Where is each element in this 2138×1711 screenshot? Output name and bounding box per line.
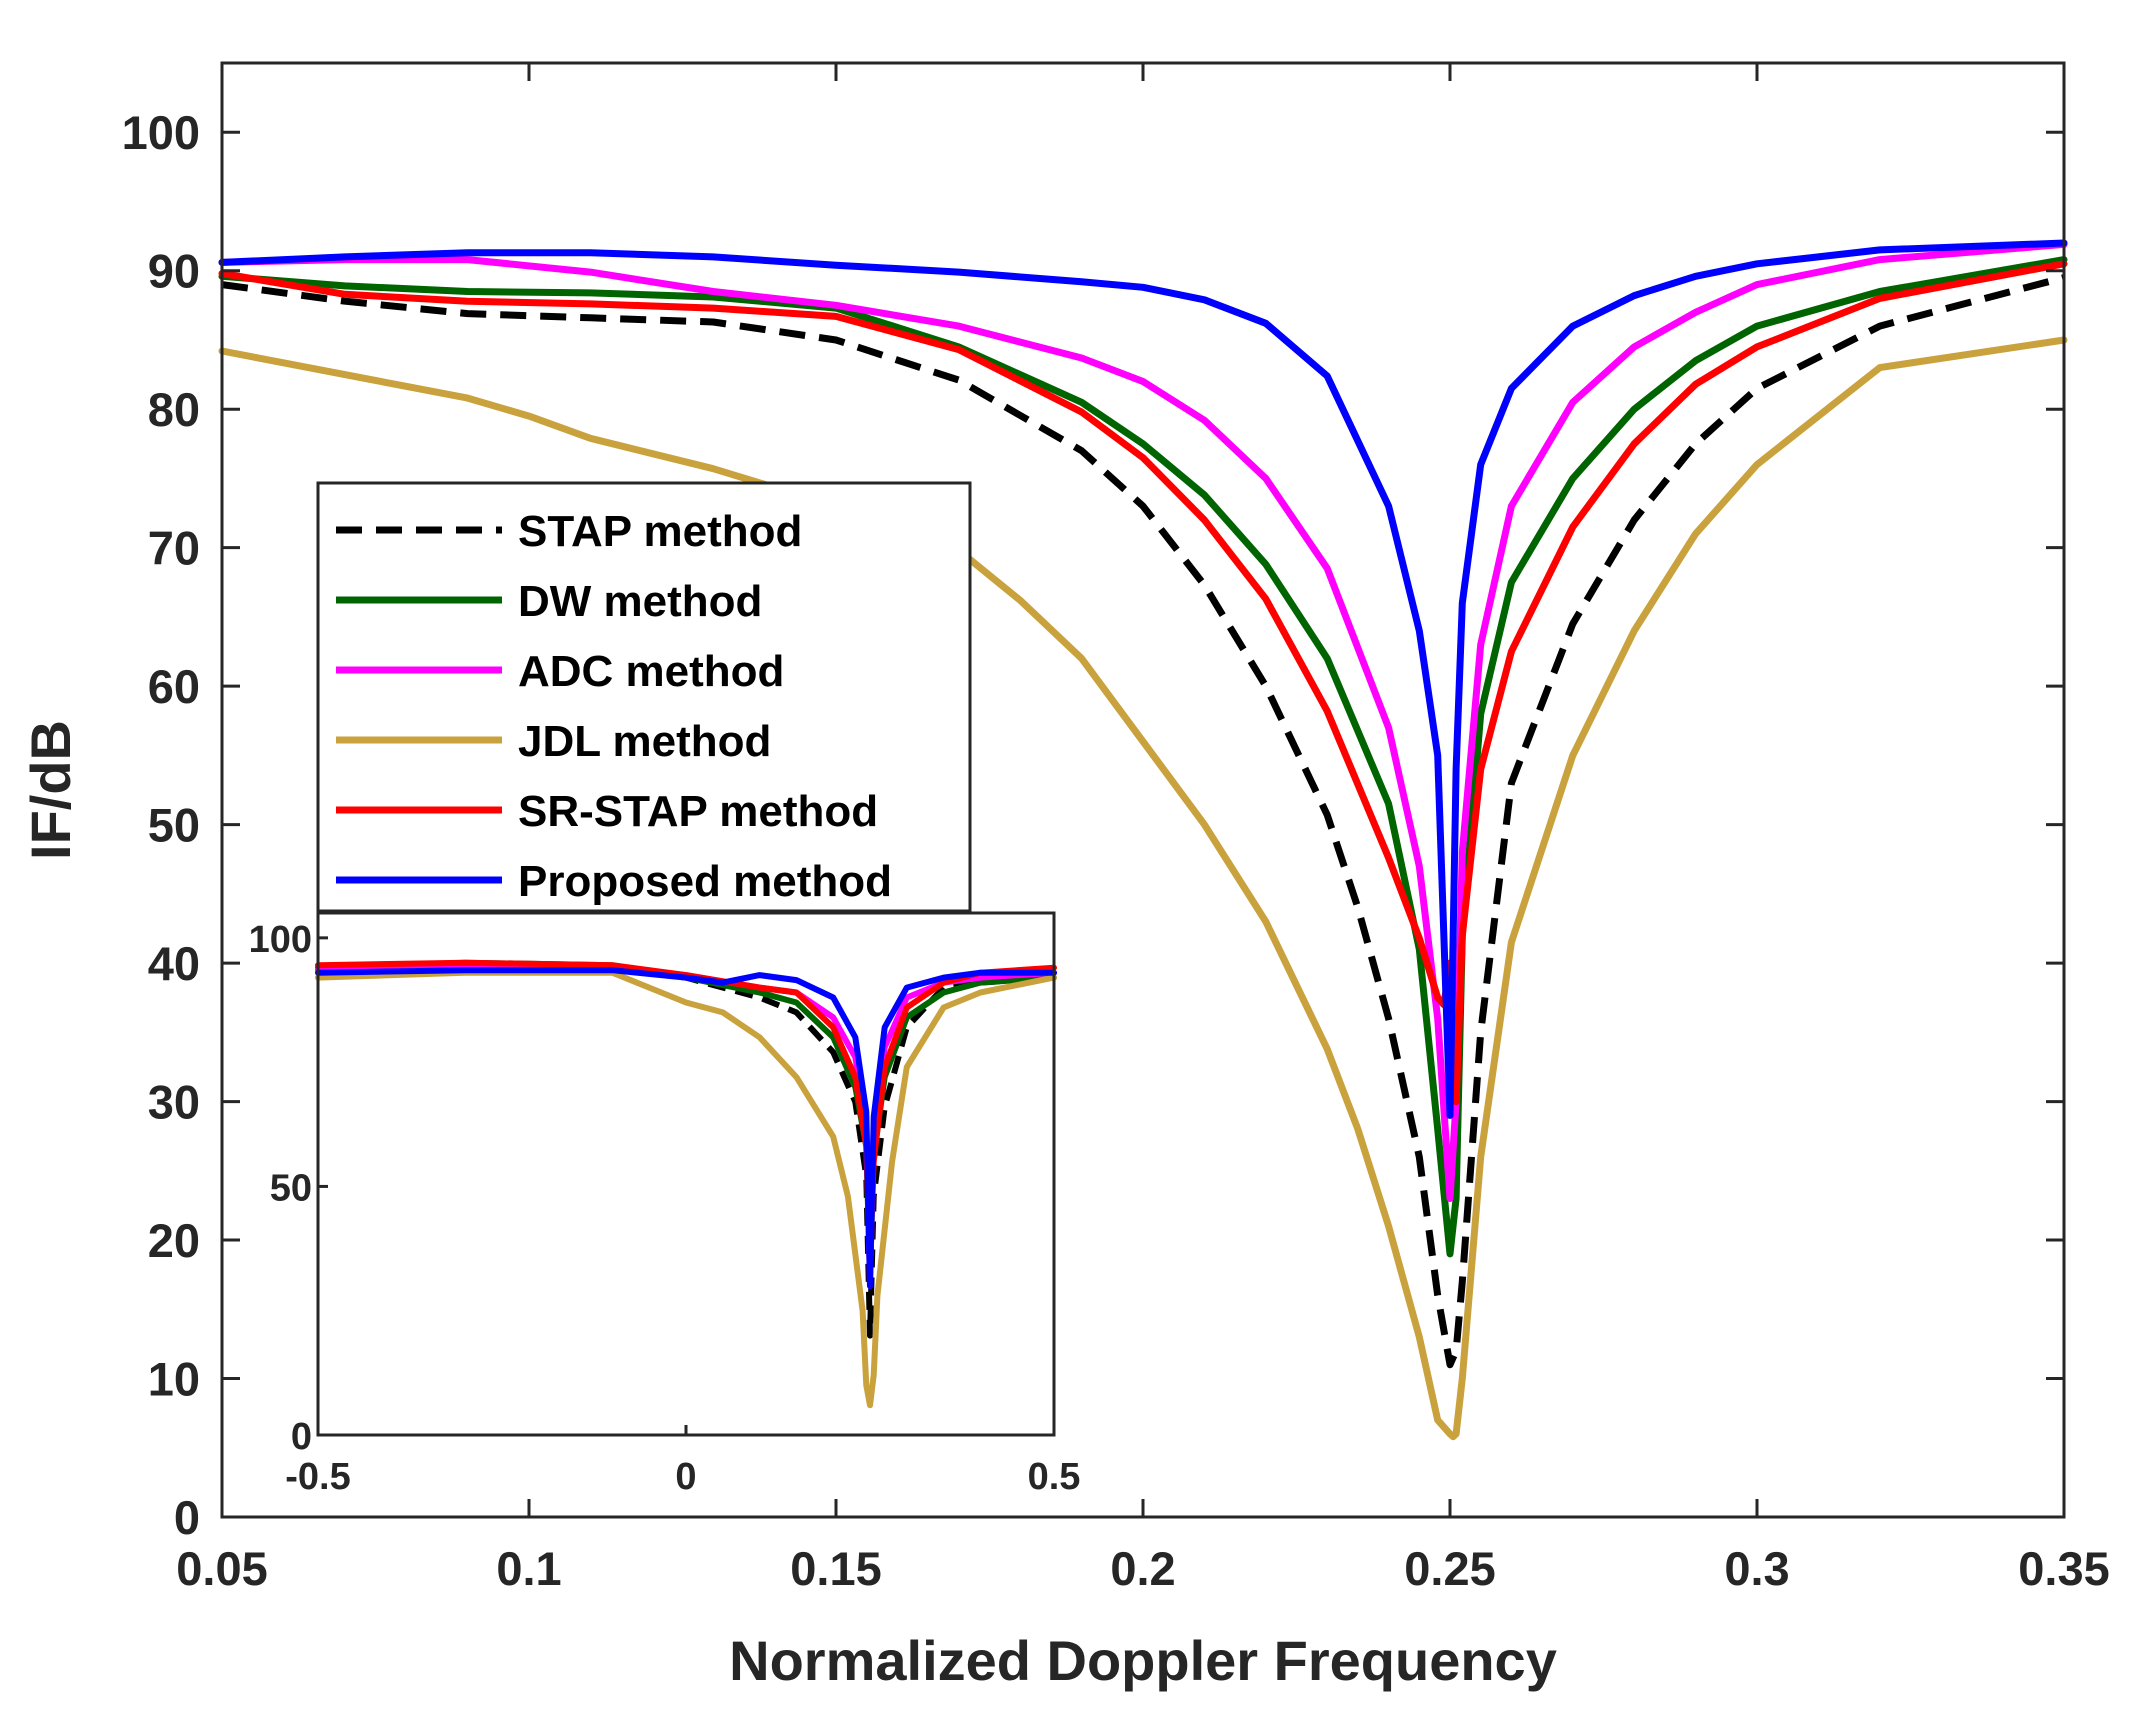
main-series-adc-method	[218, 240, 2068, 1202]
inset-x-tick-label: -0.5	[285, 1456, 350, 1498]
main-x-tick-label: 0.35	[2018, 1542, 2109, 1595]
legend-label-adc-method: ADC method	[518, 647, 784, 696]
legend-label-sr-stap-method: SR-STAP method	[518, 787, 878, 836]
legend-label-jdl-method: JDL method	[518, 717, 771, 766]
main-series-sr-stap-method	[218, 260, 2068, 1106]
main-y-tick-label: 100	[122, 106, 200, 159]
main-series-group	[218, 239, 2068, 1441]
main-x-tick-label: 0.15	[790, 1542, 881, 1595]
main-x-tick-label: 0.3	[1724, 1542, 1789, 1595]
main-series-dw-method	[218, 256, 2068, 1258]
main-x-tick-label: 0.25	[1404, 1542, 1495, 1595]
inset-series-proposed-method	[315, 967, 1057, 1289]
inset-y-tick-label: 0	[291, 1416, 312, 1458]
main-plot-frame	[220, 61, 2066, 1519]
legend-label-proposed-method: Proposed method	[518, 857, 892, 906]
main-x-tick-label: 0.05	[176, 1542, 267, 1595]
main-series-stap-method	[221, 274, 2065, 1369]
inset-x-tick-label: 0.5	[1028, 1456, 1081, 1498]
main-y-tick-label: 50	[148, 799, 200, 852]
main-ticks-group: 0.05 0.1 0.15 0.2 0.25 0.3 0.35 0 10 20 30 40 50 60 70…	[122, 63, 2110, 1595]
main-x-tick-label: 0.1	[496, 1542, 561, 1595]
inset-series-jdl-method	[315, 969, 1057, 1409]
main-series-jdl-method	[218, 336, 2068, 1441]
main-y-tick-label: 20	[148, 1214, 200, 1267]
inset-y-tick-label: 50	[270, 1167, 312, 1209]
main-series-proposed-method	[218, 239, 2068, 1119]
main-y-tick-label: 40	[148, 937, 200, 990]
main-y-tick-label: 90	[148, 245, 200, 298]
inset-series-stap-method	[317, 964, 1055, 1339]
legend-box	[316, 481, 972, 913]
x-axis-label: Normalized Doppler Frequency	[729, 1629, 1557, 1692]
main-y-tick-label: 10	[148, 1353, 200, 1406]
y-axis-label: IF/dB	[19, 720, 82, 860]
inset-x-tick-label: 0	[675, 1456, 696, 1498]
main-y-tick-label: 60	[148, 660, 200, 713]
inset-y-tick-label: 100	[249, 919, 312, 961]
inset-plot-frame	[316, 911, 1056, 1437]
legend-items: STAP method DW method ADC method JDL method…	[336, 507, 892, 906]
inset-series-sr-stap-method	[315, 959, 1057, 1259]
main-x-tick-label: 0.2	[1110, 1542, 1175, 1595]
inset-series-group	[315, 959, 1057, 1409]
main-y-tick-label: 70	[148, 522, 200, 575]
main-y-tick-label: 80	[148, 383, 200, 436]
main-y-tick-label: 0	[174, 1491, 200, 1544]
main-y-tick-label: 30	[148, 1076, 200, 1129]
legend-label-dw-method: DW method	[518, 577, 762, 626]
legend: STAP method DW method ADC method JDL method…	[316, 481, 972, 913]
legend-label-stap-method: STAP method	[518, 507, 802, 556]
